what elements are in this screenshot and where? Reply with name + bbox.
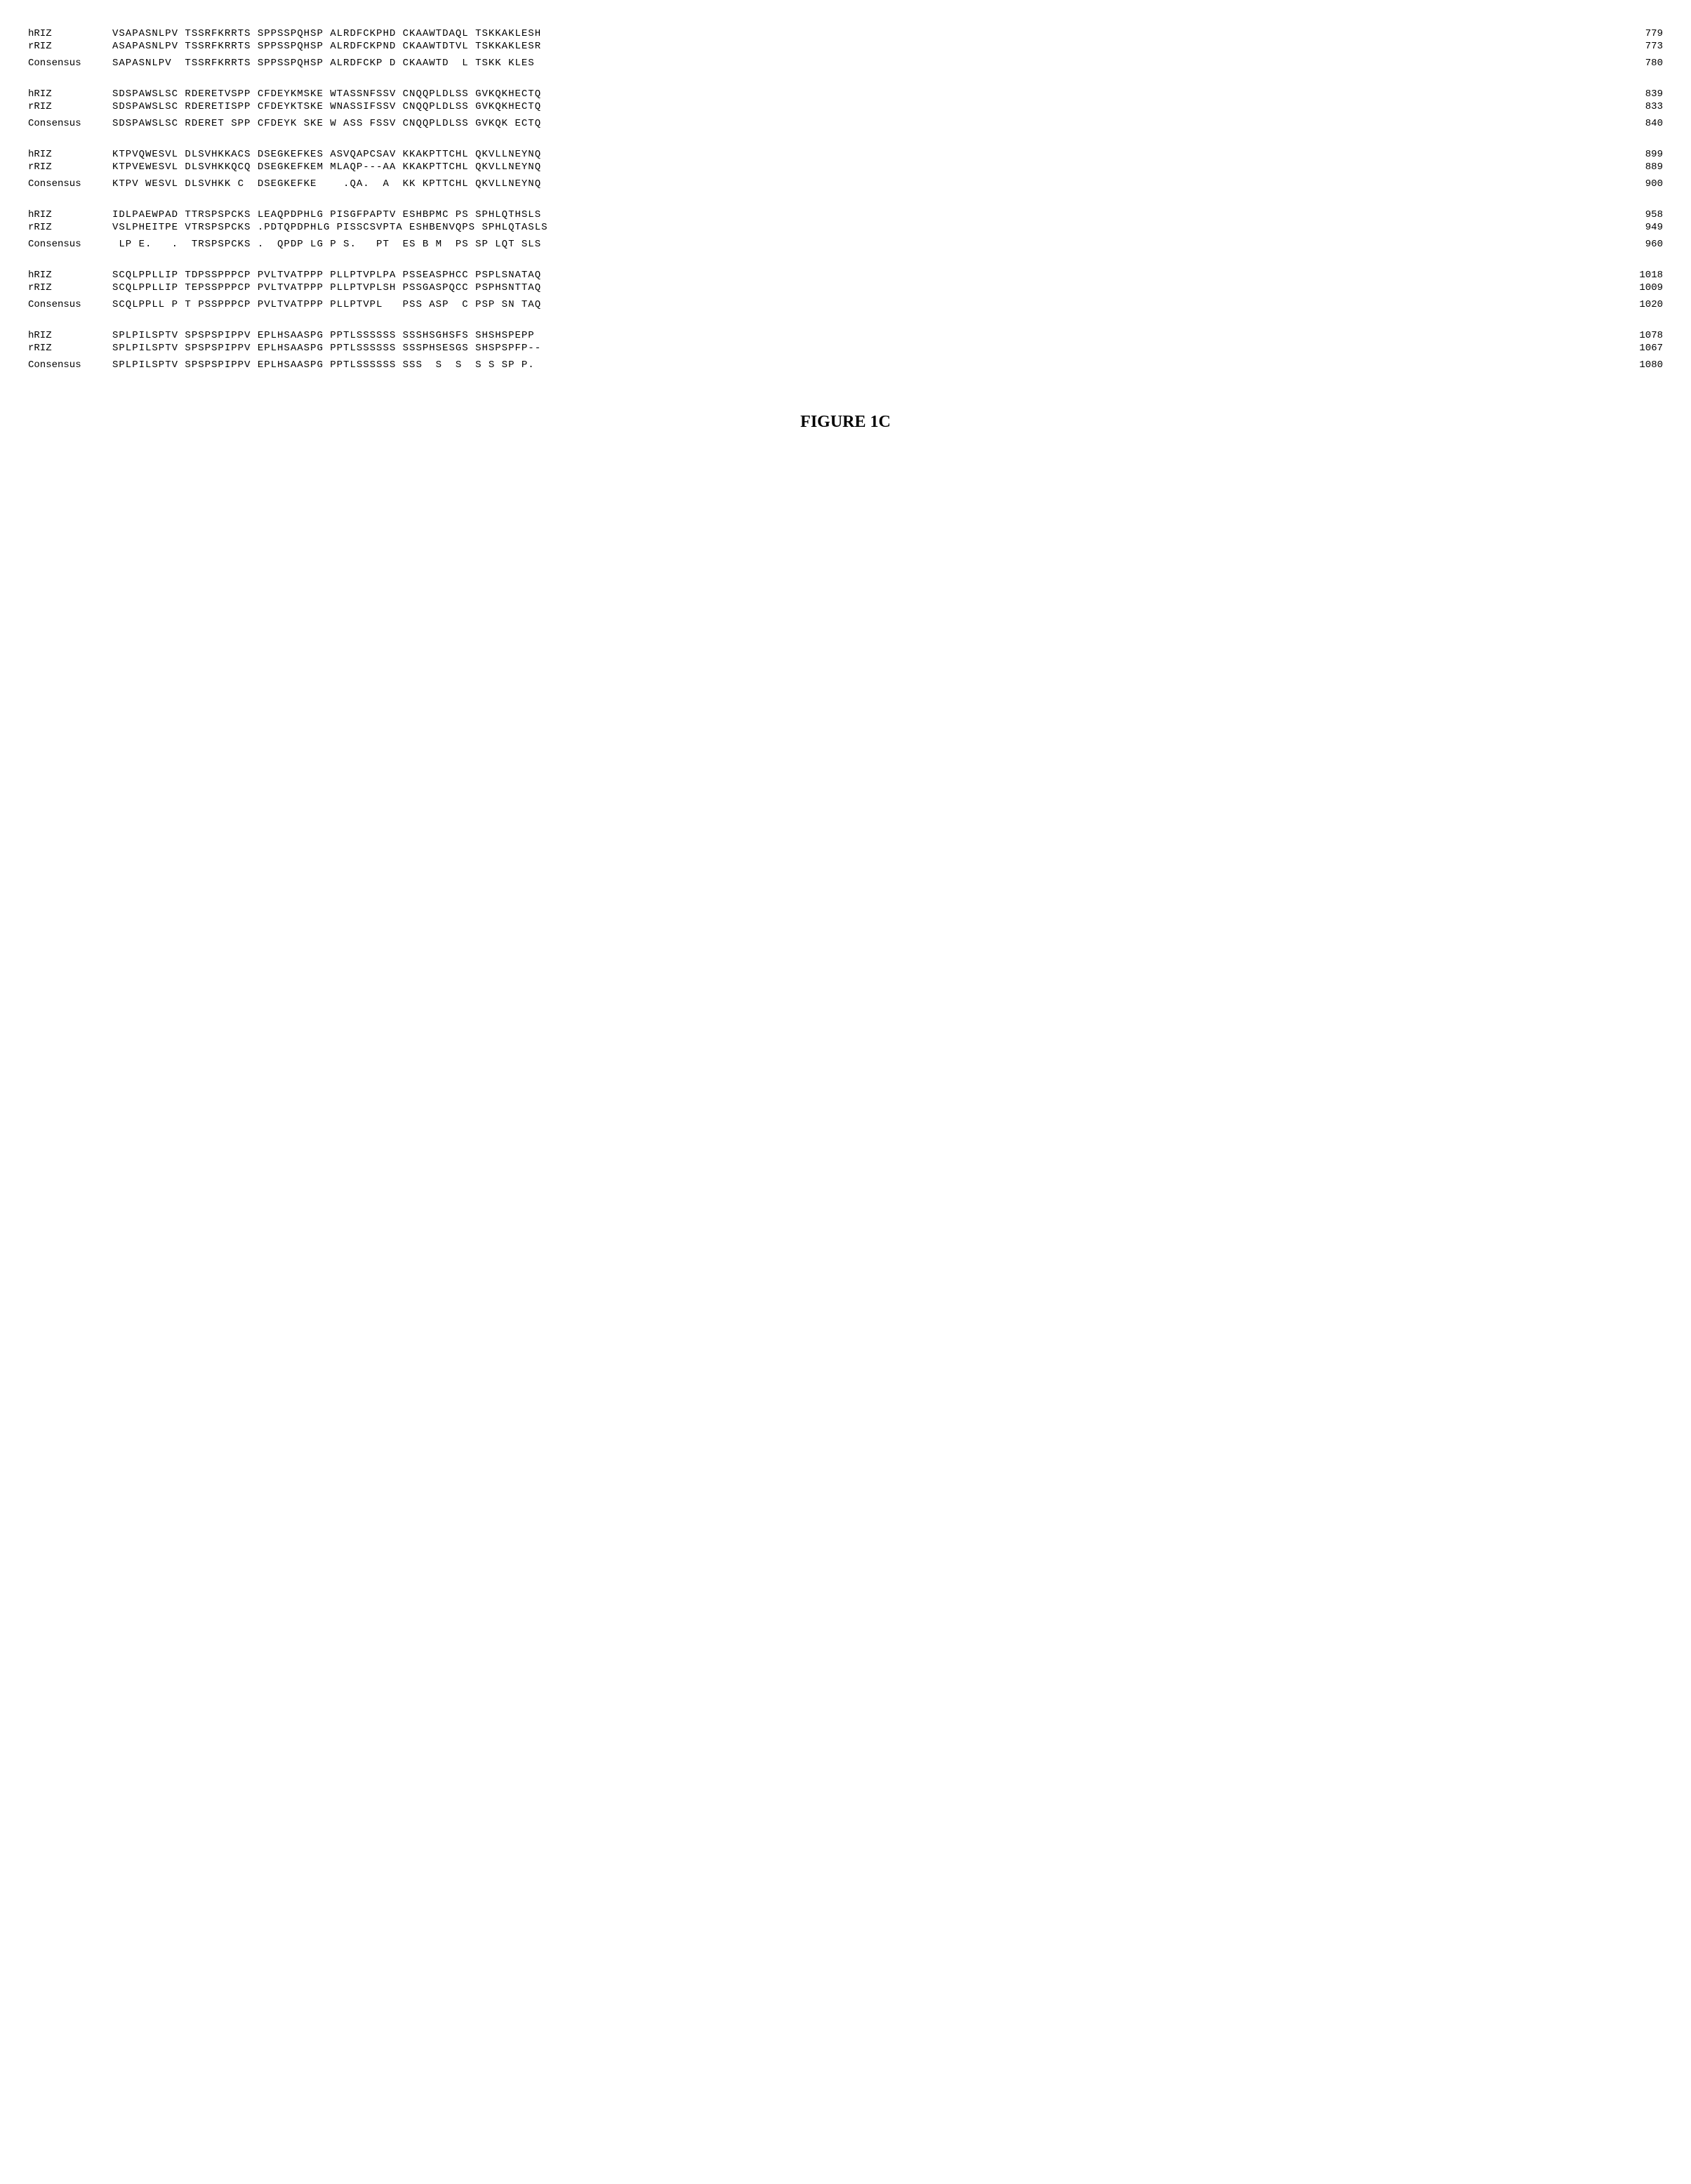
sequence-text: KTPV WESVL DLSVHKK C DSEGKEFKE .QA. A KK… <box>112 178 1607 190</box>
alignment-container: hRIZ VSAPASNLPV TSSRFKRRTS SPPSSPQHSP AL… <box>28 28 1663 371</box>
sequence-row: rRIZ KTPVEWESVL DLSVHKKQCQ DSEGKEFKEM ML… <box>28 161 1663 173</box>
row-label: Consensus <box>28 239 112 250</box>
sequence-row: hRIZ SCQLPPLLIP TDPSSPPPCP PVLTVATPPP PL… <box>28 270 1663 281</box>
sequence-row: rRIZ SDSPAWSLSC RDERETISPP CFDEYKTSKE WN… <box>28 101 1663 112</box>
sequence-text: SAPASNLPV TSSRFKRRTS SPPSSPQHSP ALRDFCKP… <box>112 58 1607 69</box>
sequence-position: 949 <box>1607 222 1663 233</box>
row-label: hRIZ <box>28 209 112 220</box>
sequence-position: 1009 <box>1607 282 1663 293</box>
row-label: Consensus <box>28 58 112 69</box>
figure-caption: FIGURE 1C <box>28 413 1663 432</box>
sequence-row: rRIZ VSLPHEITPE VTRSPSPCKS .PDTQPDPHLG P… <box>28 222 1663 233</box>
sequence-position: 1080 <box>1607 359 1663 371</box>
alignment-block: hRIZ KTPVQWESVL DLSVHKKACS DSEGKEFKES AS… <box>28 149 1663 190</box>
consensus-row: Consensus SDSPAWSLSC RDERET SPP CFDEYK S… <box>28 118 1663 129</box>
sequence-row: rRIZ SCQLPPLLIP TEPSSPPPCP PVLTVATPPP PL… <box>28 282 1663 293</box>
consensus-row: Consensus KTPV WESVL DLSVHKK C DSEGKEFKE… <box>28 178 1663 190</box>
sequence-text: SDSPAWSLSC RDERETVSPP CFDEYKMSKE WTASSNF… <box>112 88 1607 100</box>
sequence-row: hRIZ SDSPAWSLSC RDERETVSPP CFDEYKMSKE WT… <box>28 88 1663 100</box>
row-label: Consensus <box>28 299 112 310</box>
row-label: hRIZ <box>28 270 112 281</box>
sequence-position: 1020 <box>1607 299 1663 310</box>
row-label: rRIZ <box>28 161 112 173</box>
sequence-text: IDLPAEWPAD TTRSPSPCKS LEAQPDPHLG PISGFPA… <box>112 209 1607 220</box>
row-label: rRIZ <box>28 222 112 233</box>
sequence-text: LP E. . TRSPSPCKS . QPDP LG P S. PT ES B… <box>112 239 1607 250</box>
sequence-text: SCQLPPLL P T PSSPPPCP PVLTVATPPP PLLPTVP… <box>112 299 1607 310</box>
row-label: hRIZ <box>28 330 112 341</box>
sequence-text: SDSPAWSLSC RDERET SPP CFDEYK SKE W ASS F… <box>112 118 1607 129</box>
sequence-position: 773 <box>1607 41 1663 52</box>
sequence-text: VSLPHEITPE VTRSPSPCKS .PDTQPDPHLG PISSCS… <box>112 222 1607 233</box>
row-label: hRIZ <box>28 88 112 100</box>
row-label: rRIZ <box>28 41 112 52</box>
consensus-row: Consensus SAPASNLPV TSSRFKRRTS SPPSSPQHS… <box>28 58 1663 69</box>
consensus-row: Consensus SCQLPPLL P T PSSPPPCP PVLTVATP… <box>28 299 1663 310</box>
sequence-position: 780 <box>1607 58 1663 69</box>
sequence-text: SCQLPPLLIP TEPSSPPPCP PVLTVATPPP PLLPTVP… <box>112 282 1607 293</box>
row-label: rRIZ <box>28 343 112 354</box>
sequence-text: KTPVQWESVL DLSVHKKACS DSEGKEFKES ASVQAPC… <box>112 149 1607 160</box>
sequence-position: 833 <box>1607 101 1663 112</box>
sequence-text: VSAPASNLPV TSSRFKRRTS SPPSSPQHSP ALRDFCK… <box>112 28 1607 39</box>
sequence-row: hRIZ IDLPAEWPAD TTRSPSPCKS LEAQPDPHLG PI… <box>28 209 1663 220</box>
consensus-row: Consensus LP E. . TRSPSPCKS . QPDP LG P … <box>28 239 1663 250</box>
alignment-block: hRIZ VSAPASNLPV TSSRFKRRTS SPPSSPQHSP AL… <box>28 28 1663 69</box>
sequence-text: SDSPAWSLSC RDERETISPP CFDEYKTSKE WNASSIF… <box>112 101 1607 112</box>
sequence-position: 889 <box>1607 161 1663 173</box>
sequence-position: 899 <box>1607 149 1663 160</box>
sequence-row: hRIZ KTPVQWESVL DLSVHKKACS DSEGKEFKES AS… <box>28 149 1663 160</box>
row-label: rRIZ <box>28 101 112 112</box>
alignment-block: hRIZ IDLPAEWPAD TTRSPSPCKS LEAQPDPHLG PI… <box>28 209 1663 250</box>
consensus-row: Consensus SPLPILSPTV SPSPSPIPPV EPLHSAAS… <box>28 359 1663 371</box>
sequence-position: 1018 <box>1607 270 1663 281</box>
alignment-block: hRIZ SPLPILSPTV SPSPSPIPPV EPLHSAASPG PP… <box>28 330 1663 371</box>
sequence-text: SPLPILSPTV SPSPSPIPPV EPLHSAASPG PPTLSSS… <box>112 343 1607 354</box>
sequence-position: 960 <box>1607 239 1663 250</box>
row-label: hRIZ <box>28 28 112 39</box>
sequence-text: SPLPILSPTV SPSPSPIPPV EPLHSAASPG PPTLSSS… <box>112 330 1607 341</box>
sequence-row: hRIZ SPLPILSPTV SPSPSPIPPV EPLHSAASPG PP… <box>28 330 1663 341</box>
row-label: rRIZ <box>28 282 112 293</box>
sequence-position: 779 <box>1607 28 1663 39</box>
sequence-row: rRIZ SPLPILSPTV SPSPSPIPPV EPLHSAASPG PP… <box>28 343 1663 354</box>
sequence-position: 839 <box>1607 88 1663 100</box>
row-label: Consensus <box>28 178 112 190</box>
sequence-text: ASAPASNLPV TSSRFKRRTS SPPSSPQHSP ALRDFCK… <box>112 41 1607 52</box>
sequence-position: 900 <box>1607 178 1663 190</box>
row-label: Consensus <box>28 118 112 129</box>
sequence-text: SCQLPPLLIP TDPSSPPPCP PVLTVATPPP PLLPTVP… <box>112 270 1607 281</box>
sequence-position: 840 <box>1607 118 1663 129</box>
sequence-row: rRIZ ASAPASNLPV TSSRFKRRTS SPPSSPQHSP AL… <box>28 41 1663 52</box>
sequence-position: 1078 <box>1607 330 1663 341</box>
sequence-position: 958 <box>1607 209 1663 220</box>
sequence-text: SPLPILSPTV SPSPSPIPPV EPLHSAASPG PPTLSSS… <box>112 359 1607 371</box>
row-label: hRIZ <box>28 149 112 160</box>
alignment-block: hRIZ SCQLPPLLIP TDPSSPPPCP PVLTVATPPP PL… <box>28 270 1663 310</box>
sequence-text: KTPVEWESVL DLSVHKKQCQ DSEGKEFKEM MLAQP--… <box>112 161 1607 173</box>
row-label: Consensus <box>28 359 112 371</box>
sequence-row: hRIZ VSAPASNLPV TSSRFKRRTS SPPSSPQHSP AL… <box>28 28 1663 39</box>
sequence-position: 1067 <box>1607 343 1663 354</box>
alignment-block: hRIZ SDSPAWSLSC RDERETVSPP CFDEYKMSKE WT… <box>28 88 1663 129</box>
